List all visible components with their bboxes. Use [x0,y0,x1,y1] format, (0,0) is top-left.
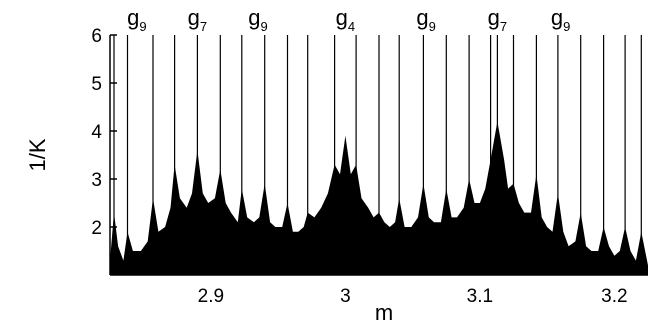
axes: 2 3 4 5 6 2.9 3 3.1 3.2 [91,26,648,307]
resonance-label: g9 [551,5,570,34]
labels: m 1/K g9 g7 g9 g4 g9 g7 g9 [25,5,570,324]
resonance-label: g7 [188,5,207,34]
y-tick-label: 4 [91,122,102,143]
y-tick-label: 3 [91,170,102,191]
y-tick-label: 6 [91,26,102,47]
resonance-label: g9 [416,5,435,34]
y-axis-label: 1/K [25,138,50,171]
resonance-label: g4 [336,5,355,34]
resonance-label: g9 [248,5,267,34]
x-tick-label: 3.1 [467,286,493,307]
plot-area [110,35,648,275]
resonance-label: g7 [488,5,507,34]
y-tick-label: 2 [91,218,102,239]
y-tick-label: 5 [91,74,102,95]
x-axis-label: m [375,300,393,324]
resonance-label: g9 [127,5,146,34]
x-tick-label: 2.9 [198,286,224,307]
x-tick-label: 3.2 [601,286,627,307]
x-tick-label: 3 [340,286,351,307]
